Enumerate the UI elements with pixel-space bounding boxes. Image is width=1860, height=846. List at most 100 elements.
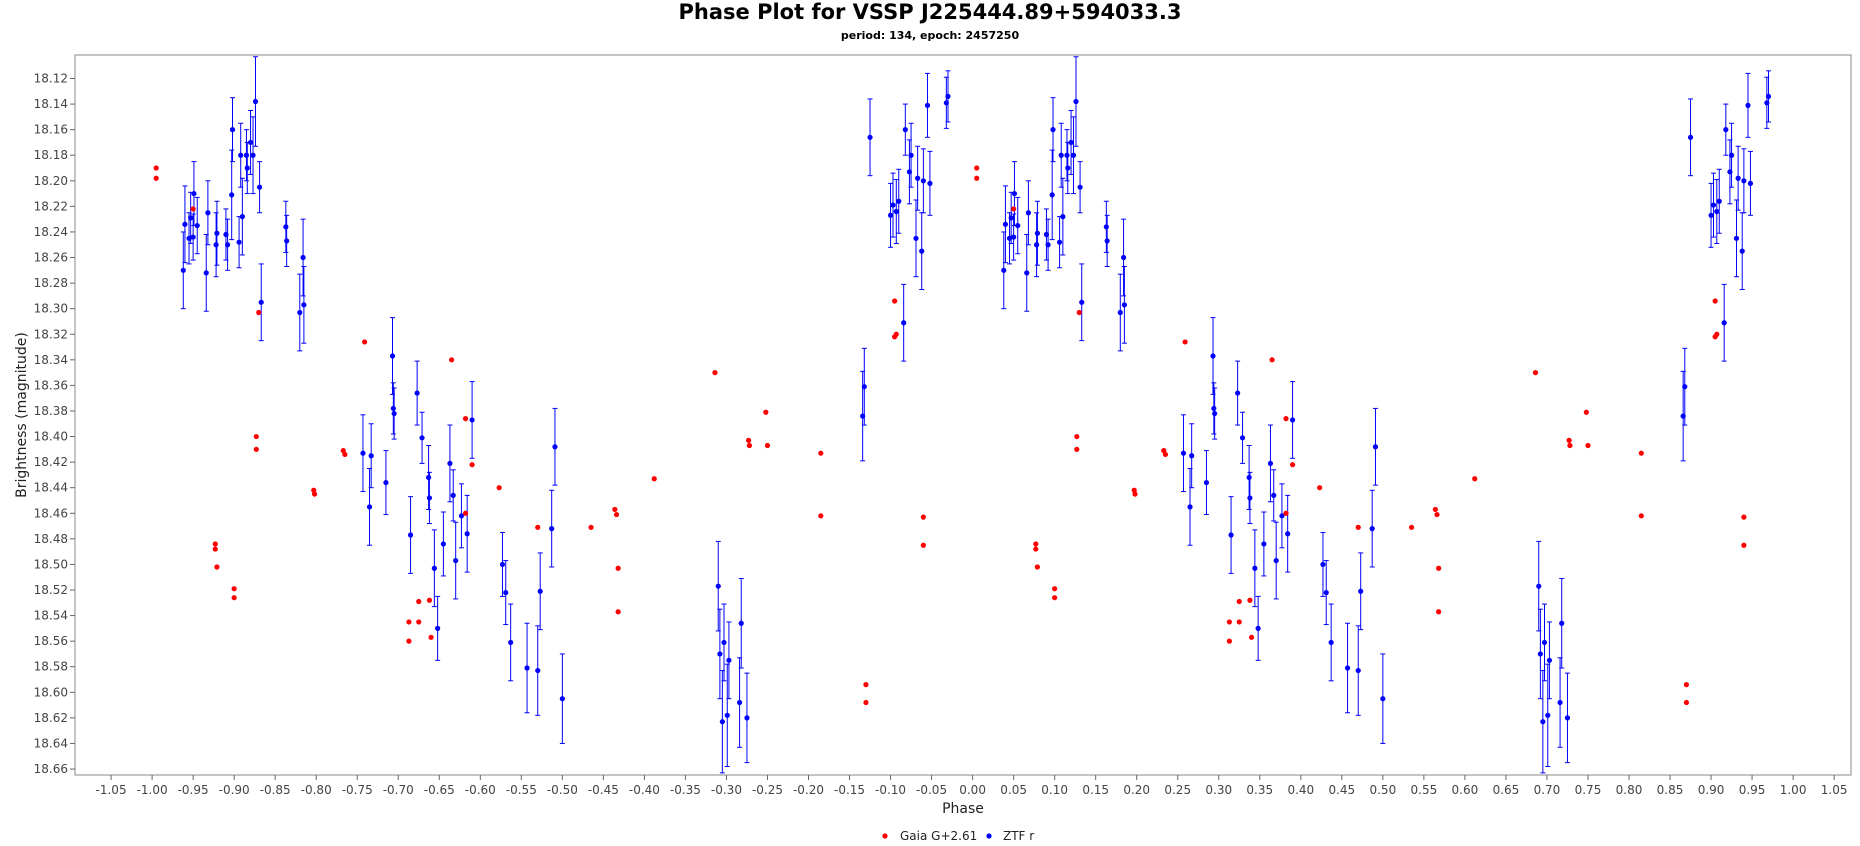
ztf-marker — [407, 532, 414, 538]
ztf-point — [1070, 116, 1077, 195]
ztf-point — [256, 161, 263, 214]
ztf-marker — [301, 302, 307, 308]
gaia-point — [1683, 682, 1690, 688]
ztf-point — [524, 622, 530, 714]
ztf-point — [450, 469, 456, 522]
x-tick-label: 0.25 — [1164, 783, 1191, 797]
ztf-marker — [719, 719, 725, 725]
ztf-point — [1024, 234, 1030, 312]
ztf-marker — [1064, 152, 1070, 158]
gaia-point — [153, 165, 159, 171]
y-tick-label: 18.24 — [34, 225, 68, 239]
ztf-marker — [1687, 134, 1694, 140]
y-tick-label: 18.22 — [34, 199, 68, 213]
x-tick-label: 0.90 — [1698, 783, 1725, 797]
ztf-point — [1079, 263, 1085, 342]
ztf-point — [896, 168, 902, 234]
ztf-marker — [1189, 453, 1195, 459]
y-tick-label: 18.54 — [34, 609, 68, 623]
gaia-point — [253, 446, 259, 452]
ztf-marker — [1187, 504, 1193, 510]
ztf-marker — [549, 526, 555, 532]
ztf-point — [188, 191, 194, 244]
ztf-marker — [927, 180, 933, 186]
ztf-marker — [250, 152, 256, 158]
gaia-point — [1638, 513, 1644, 519]
ztf-point — [453, 521, 459, 600]
ztf-point — [391, 387, 397, 440]
gaia-point — [974, 165, 980, 171]
y-tick-label: 18.66 — [34, 762, 68, 776]
x-tick-label: -0.50 — [547, 783, 578, 797]
y-tick-label: 18.38 — [34, 404, 68, 418]
y-tick-label: 18.18 — [34, 148, 68, 162]
x-axis-label: Phase — [942, 801, 984, 817]
ztf-point — [537, 552, 543, 631]
ztf-point — [1323, 560, 1329, 626]
x-tick-label: 0.30 — [1205, 783, 1232, 797]
ztf-marker — [1344, 665, 1351, 671]
ztf-marker — [908, 152, 914, 158]
ztf-point — [458, 483, 465, 549]
gaia-point — [1714, 331, 1720, 337]
ztf-marker — [1380, 696, 1386, 702]
x-tick-label: 0.95 — [1739, 783, 1766, 797]
ztf-point — [1045, 218, 1051, 271]
ztf-point — [1121, 265, 1127, 344]
ztf-marker — [431, 565, 437, 571]
ztf-marker — [239, 214, 245, 220]
gaia-point — [406, 619, 412, 625]
ztf-point — [1049, 149, 1055, 241]
ztf-point — [901, 283, 907, 362]
ztf-point — [1267, 424, 1274, 503]
ztf-marker — [1015, 222, 1021, 229]
ztf-point — [1001, 231, 1007, 310]
ztf-point — [1120, 218, 1127, 297]
gaia-point — [1052, 595, 1058, 601]
ztf-marker — [366, 504, 373, 510]
ztf-marker — [1068, 139, 1074, 146]
ztf-point — [190, 213, 196, 261]
ztf-marker — [1369, 526, 1375, 532]
ztf-point — [724, 663, 730, 767]
gaia-point — [1566, 437, 1572, 443]
gaia-point — [462, 510, 469, 516]
y-tick-label: 18.44 — [34, 481, 68, 495]
ztf-point — [908, 122, 914, 188]
gaia-point — [920, 542, 926, 548]
ztf-point — [861, 347, 867, 426]
gaia-point — [818, 513, 824, 519]
ztf-point — [1050, 97, 1056, 163]
ztf-marker — [213, 242, 219, 248]
gaia-point — [1033, 541, 1039, 547]
ztf-marker — [419, 435, 425, 441]
ztf-marker — [1033, 242, 1040, 248]
gaia-point — [1741, 514, 1747, 520]
ztf-point — [1358, 552, 1364, 631]
ztf-point — [559, 653, 565, 744]
ztf-point — [1064, 129, 1070, 182]
gaia-point — [746, 442, 753, 449]
gaia-point — [1741, 542, 1747, 548]
y-tick-label: 18.46 — [34, 506, 68, 520]
ztf-point — [229, 97, 236, 163]
ztf-point — [1210, 317, 1216, 395]
ztf-point — [239, 177, 245, 256]
ztf-marker — [203, 270, 209, 276]
x-tick-label: -0.10 — [875, 783, 906, 797]
ztf-marker — [1271, 492, 1277, 498]
ztf-point — [447, 424, 453, 503]
y-tick-label: 18.34 — [34, 353, 68, 367]
gaia-point — [311, 491, 318, 497]
ztf-point — [236, 216, 242, 269]
gaia-point — [428, 634, 434, 640]
gaia-point — [1034, 564, 1041, 570]
ztf-point — [214, 200, 220, 266]
x-tick-label: -0.05 — [916, 783, 947, 797]
ztf-marker — [1320, 561, 1326, 568]
ztf-marker — [224, 242, 231, 248]
ztf-marker — [890, 202, 896, 208]
x-tick-label: 0.55 — [1411, 783, 1438, 797]
ztf-point — [1687, 98, 1694, 177]
ztf-point — [1025, 180, 1031, 246]
